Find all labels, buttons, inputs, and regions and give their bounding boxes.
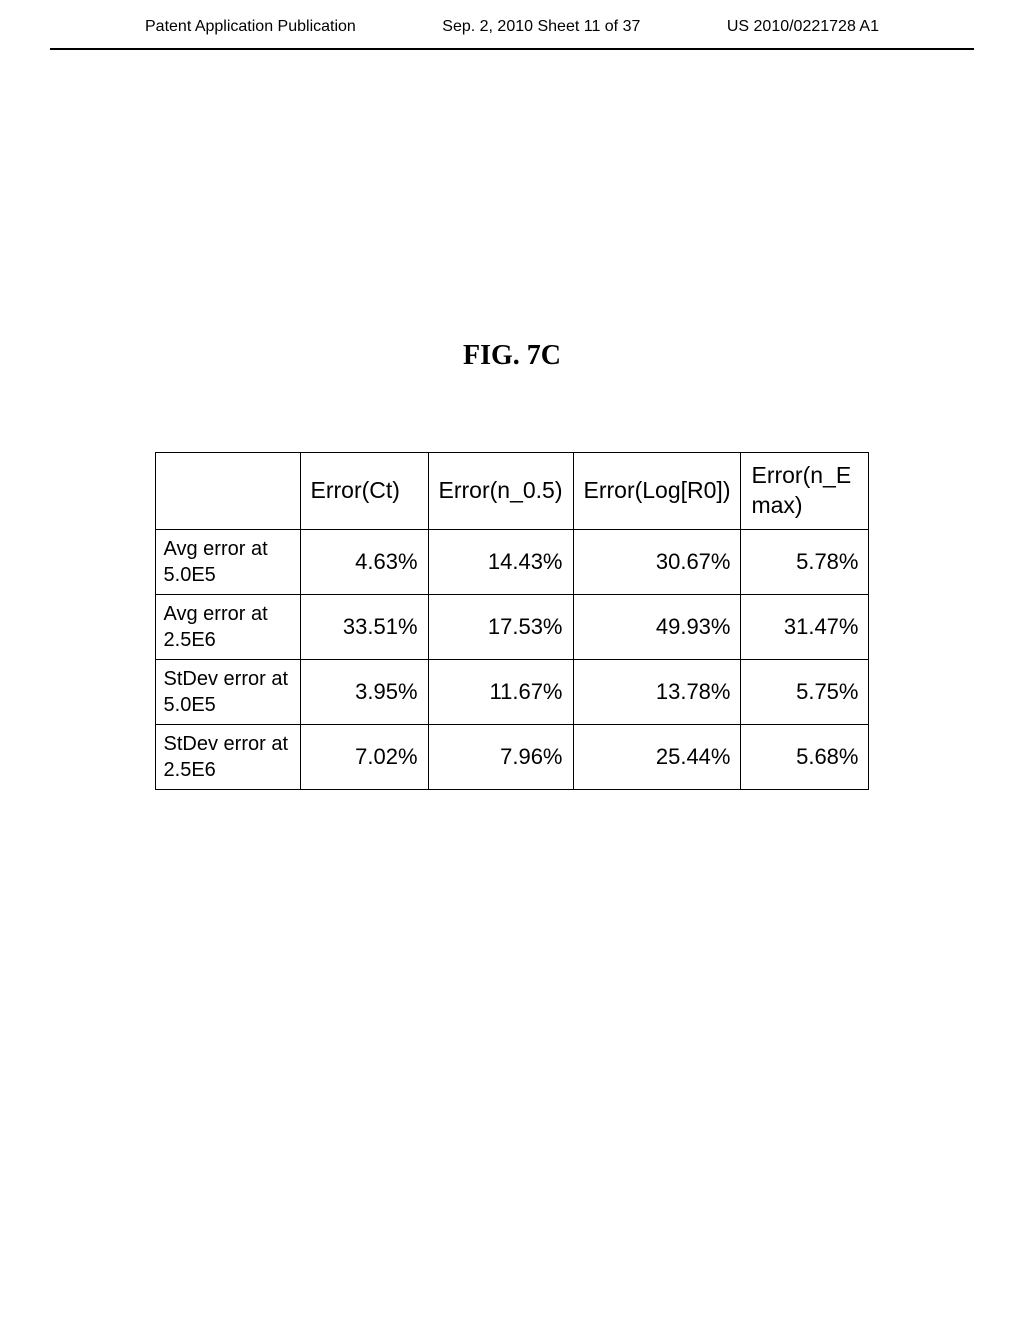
table-row-label: Avg error at 5.0E5: [155, 529, 300, 594]
table-cell: 11.67%: [428, 659, 573, 724]
table-cell: 3.95%: [300, 659, 428, 724]
table-cell: 33.51%: [300, 594, 428, 659]
table-cell: 5.68%: [741, 724, 869, 789]
header-left: Patent Application Publication: [145, 18, 356, 36]
header-right: US 2010/0221728 A1: [727, 18, 879, 36]
table-container: Error(Ct) Error(n_0.5) Error(Log[R0]) Er…: [0, 452, 1024, 790]
table-row-label: Avg error at 2.5E6: [155, 594, 300, 659]
table-row-label: StDev error at 2.5E6: [155, 724, 300, 789]
table-cell: 14.43%: [428, 529, 573, 594]
table-cell: 17.53%: [428, 594, 573, 659]
table-cell: 5.78%: [741, 529, 869, 594]
table-cell: 49.93%: [573, 594, 741, 659]
table-cell: 7.02%: [300, 724, 428, 789]
table-cell: 7.96%: [428, 724, 573, 789]
table-header-cell: [155, 453, 300, 530]
table-row: Avg error at 2.5E6 33.51% 17.53% 49.93% …: [155, 594, 869, 659]
table-row: StDev error at 5.0E5 3.95% 11.67% 13.78%…: [155, 659, 869, 724]
table-cell: 5.75%: [741, 659, 869, 724]
table-header-cell: Error(Ct): [300, 453, 428, 530]
table-row-label: StDev error at 5.0E5: [155, 659, 300, 724]
figure-title: FIG. 7C: [0, 340, 1024, 372]
error-table: Error(Ct) Error(n_0.5) Error(Log[R0]) Er…: [155, 452, 870, 790]
table-header-cell: Error(n_E max): [741, 453, 869, 530]
table-cell: 30.67%: [573, 529, 741, 594]
table-cell: 4.63%: [300, 529, 428, 594]
table-cell: 31.47%: [741, 594, 869, 659]
table-cell: 13.78%: [573, 659, 741, 724]
table-cell: 25.44%: [573, 724, 741, 789]
table-header-row: Error(Ct) Error(n_0.5) Error(Log[R0]) Er…: [155, 453, 869, 530]
header-center: Sep. 2, 2010 Sheet 11 of 37: [442, 18, 640, 36]
table-header-cell: Error(Log[R0]): [573, 453, 741, 530]
table-row: Avg error at 5.0E5 4.63% 14.43% 30.67% 5…: [155, 529, 869, 594]
table-header-cell: Error(n_0.5): [428, 453, 573, 530]
page-header: Patent Application Publication Sep. 2, 2…: [50, 0, 974, 50]
table-row: StDev error at 2.5E6 7.02% 7.96% 25.44% …: [155, 724, 869, 789]
